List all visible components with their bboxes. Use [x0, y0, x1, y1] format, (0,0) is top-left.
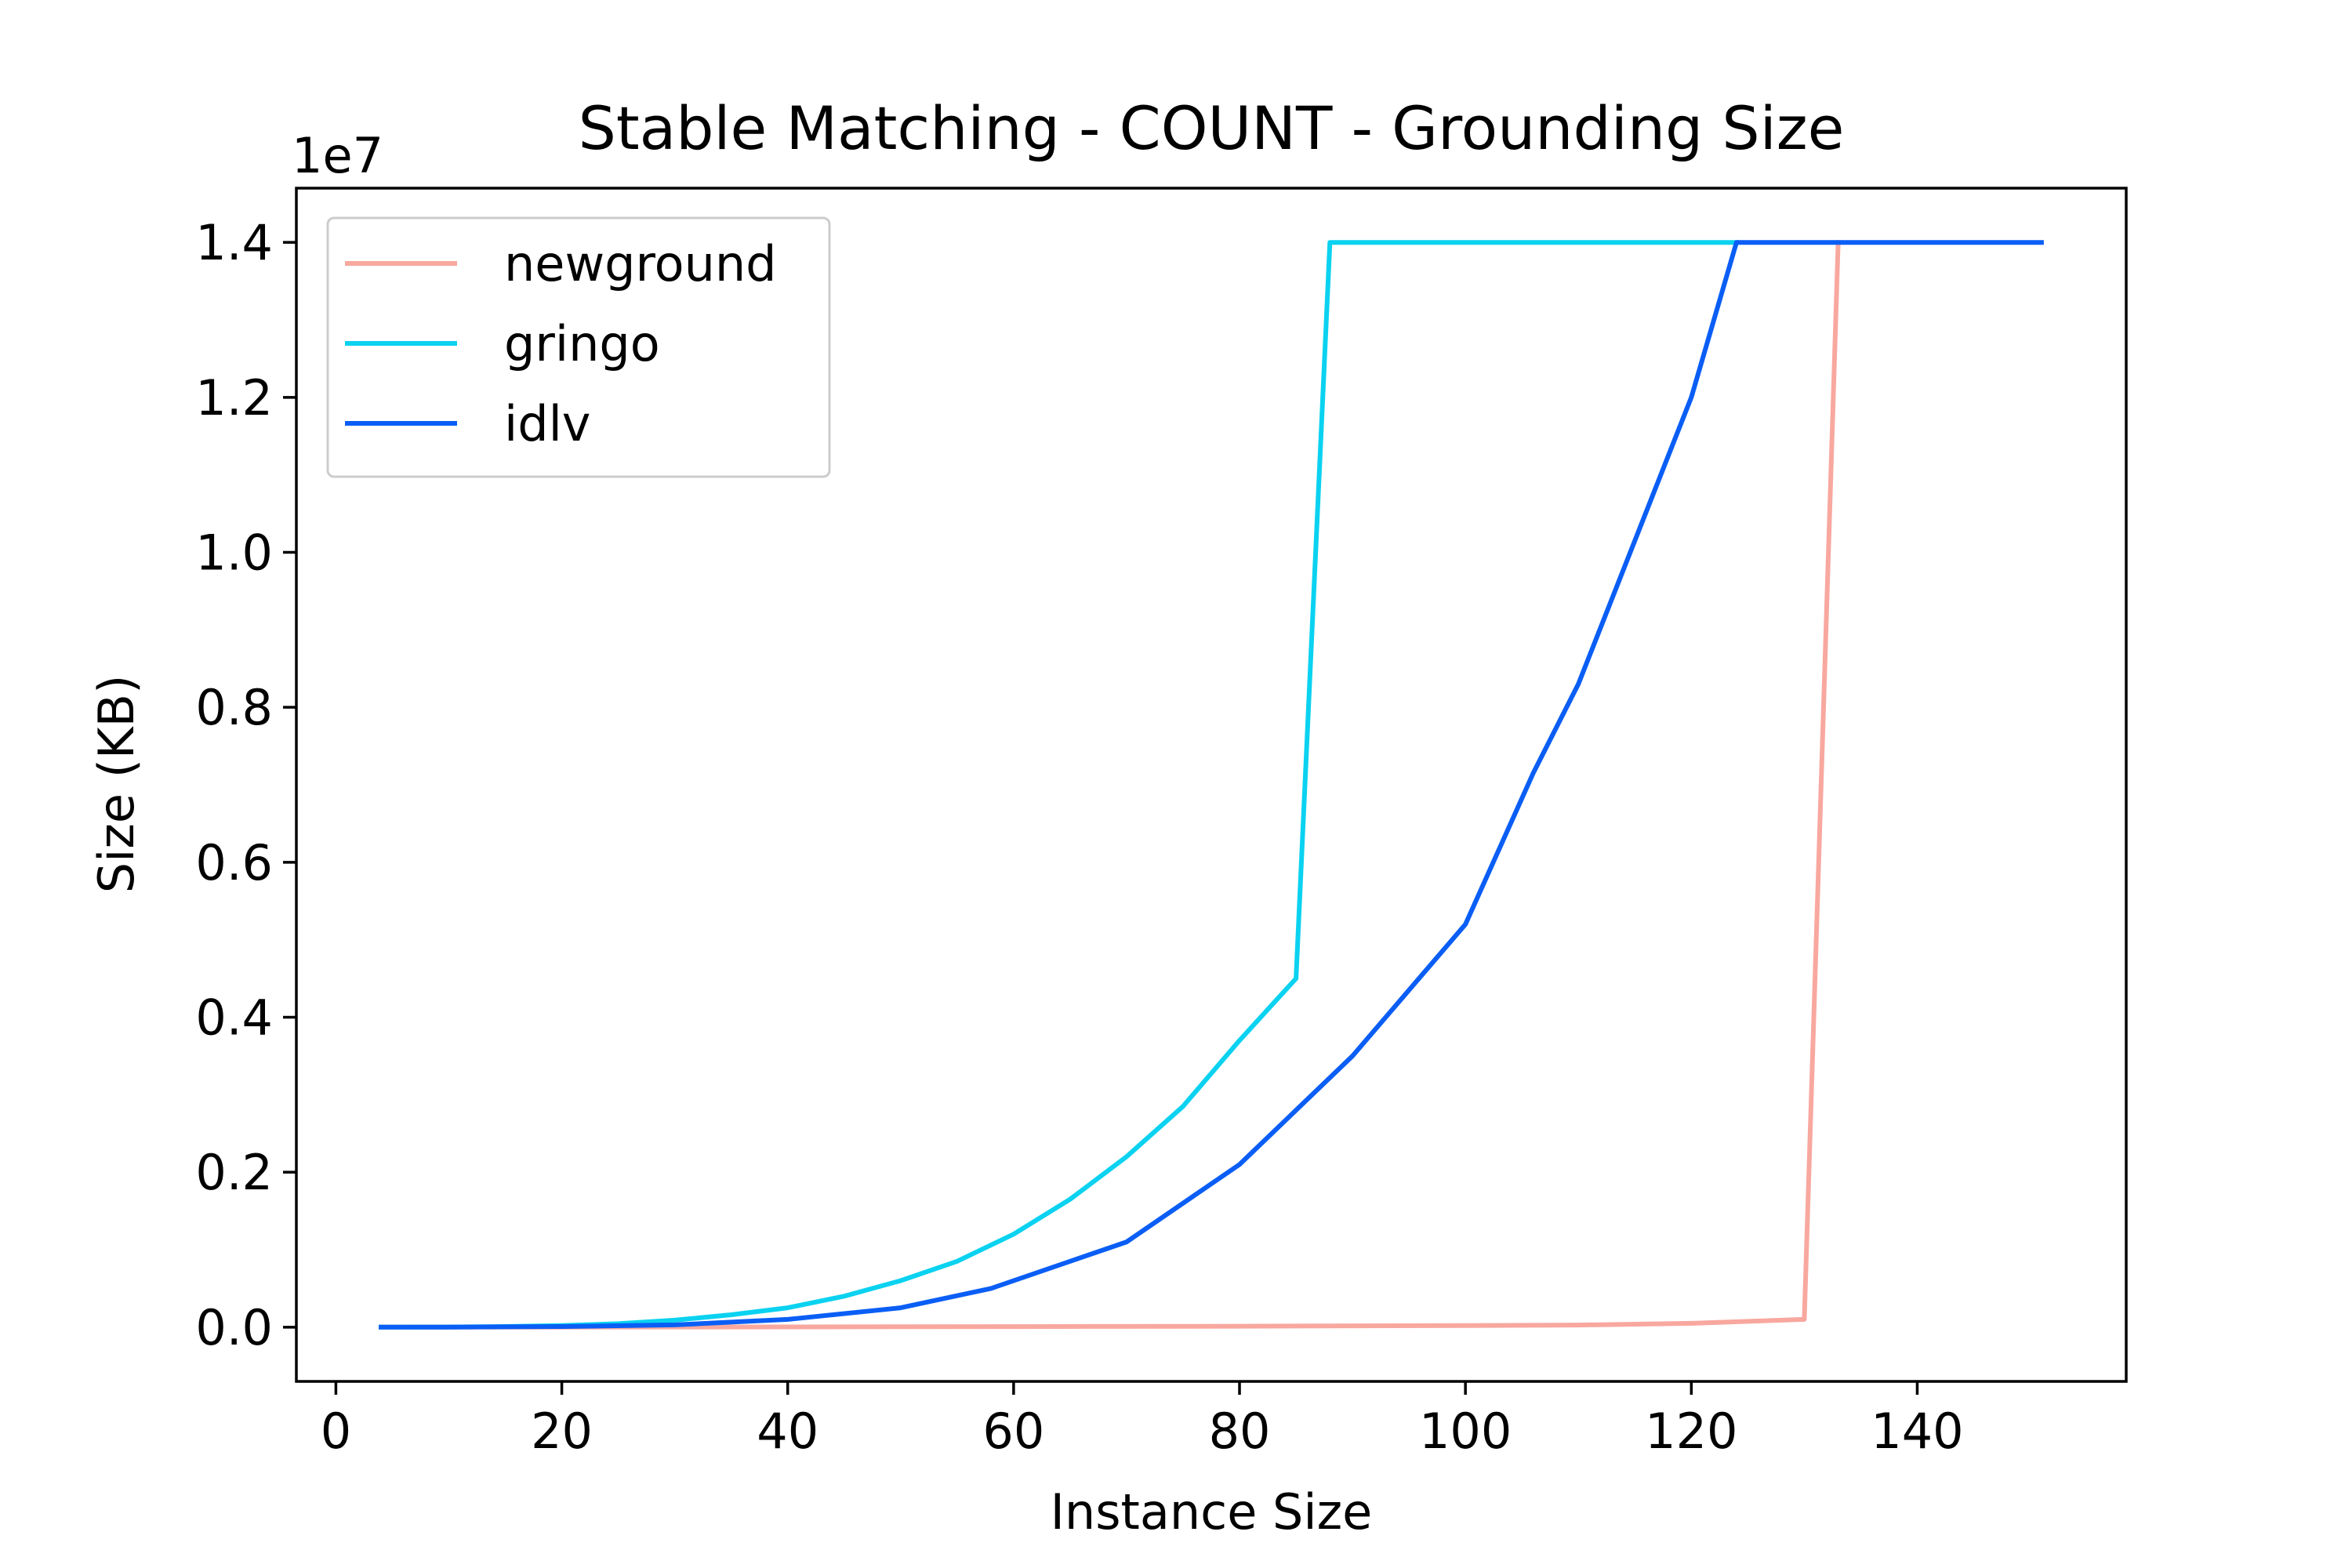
- plot-area: 0 20 40 60 80 100 120 140 0.0 0.2 0.4 0.6 0.8 1.0 1.2 1…: [195, 187, 2128, 1460]
- y-tick-label: 0.0: [195, 1299, 273, 1356]
- legend-label-gringo: gringo: [504, 315, 660, 372]
- y-tick-label: 1.0: [195, 524, 273, 582]
- legend-label-idlv: idlv: [504, 395, 591, 452]
- x-tick-label: 20: [531, 1403, 593, 1460]
- chart-title: Stable Matching - COUNT - Grounding Size: [579, 93, 1845, 163]
- x-tick-label: 140: [1871, 1403, 1963, 1460]
- x-axis-label: Instance Size: [1051, 1483, 1373, 1541]
- plot-frame: [295, 187, 2128, 1383]
- x-tick-label: 120: [1645, 1403, 1737, 1460]
- series-line-idlv: [379, 240, 2044, 1330]
- y-offset-text: 1e7: [292, 127, 383, 184]
- y-tick-label: 0.2: [195, 1144, 273, 1201]
- legend-box: [326, 216, 831, 478]
- y-tick-label: 0.6: [195, 834, 273, 891]
- y-tick-label: 0.8: [195, 679, 273, 736]
- y-tick-label: 0.4: [195, 989, 273, 1046]
- x-tick-label: 100: [1419, 1403, 1512, 1460]
- legend-label-newground: newground: [504, 235, 777, 292]
- y-axis-label: Size (KB): [88, 675, 145, 894]
- x-tick-label: 0: [321, 1403, 351, 1460]
- x-tick-label: 60: [982, 1403, 1044, 1460]
- legend: newground gringo idlv: [326, 216, 831, 478]
- y-tick-label: 1.2: [195, 369, 273, 426]
- x-tick-label: 80: [1209, 1403, 1271, 1460]
- x-tick-label: 40: [757, 1403, 818, 1460]
- y-tick-label: 1.4: [195, 214, 273, 271]
